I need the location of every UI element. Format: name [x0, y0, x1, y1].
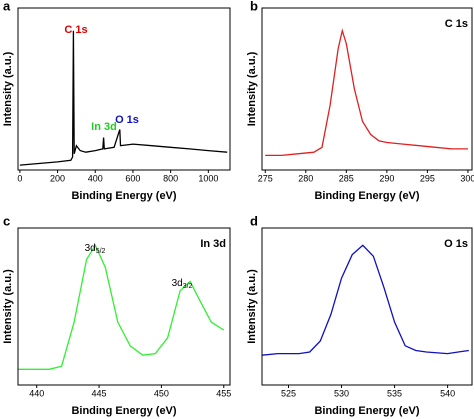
y-axis-label: Intensity (a.u.)	[2, 51, 14, 126]
plot-frame	[261, 227, 473, 386]
peak-annotation: 3d3/2	[172, 278, 193, 290]
x-tick-label: 290	[379, 173, 394, 183]
panel-title: C 1s	[445, 18, 468, 30]
annotation-main: 3d	[85, 243, 96, 254]
x-tick-label: 280	[298, 173, 313, 183]
x-tick-label: 450	[154, 388, 169, 398]
spectrum-line	[261, 244, 469, 356]
peak-annotation: O 1s	[115, 114, 139, 126]
spectrum-line	[18, 243, 225, 370]
y-axis-label: Intensity (a.u.)	[2, 269, 14, 344]
peak-annotation: C 1s	[64, 24, 87, 36]
plot-frame	[17, 227, 231, 386]
x-tick-label: 275	[258, 173, 273, 183]
x-axis-label: Binding Energy (eV)	[71, 405, 176, 417]
panel-title: O 1s	[444, 238, 468, 250]
x-tick-label: 440	[29, 388, 44, 398]
panel-letter: c	[3, 213, 10, 228]
panel-title: In 3d	[200, 238, 226, 250]
y-axis-label: Intensity (a.u.)	[246, 269, 258, 344]
x-tick-label: 800	[163, 173, 178, 183]
spectrum-line	[265, 28, 468, 157]
annotation-sub: 3/2	[183, 283, 193, 290]
x-axis-label: Binding Energy (eV)	[314, 190, 419, 202]
peak-annotation: In 3d	[91, 121, 117, 133]
x-tick-label: 540	[440, 388, 455, 398]
plot-frame	[261, 7, 473, 171]
x-tick-label: 600	[125, 173, 140, 183]
x-tick-label: 200	[50, 173, 65, 183]
x-tick-label: 300	[460, 173, 474, 183]
plot-frame	[17, 7, 231, 171]
peak-annotation: 3d5/2	[85, 243, 106, 255]
x-tick-label: 530	[334, 388, 349, 398]
x-tick-label: 285	[339, 173, 354, 183]
x-tick-label: 535	[387, 388, 402, 398]
y-axis-label: Intensity (a.u.)	[246, 51, 258, 126]
x-axis-label: Binding Energy (eV)	[314, 405, 419, 417]
x-tick-label: 445	[92, 388, 107, 398]
panel-letter: d	[250, 213, 258, 228]
x-tick-label: 0	[17, 173, 22, 183]
panel-letter: a	[3, 0, 11, 13]
x-tick-label: 525	[281, 388, 296, 398]
x-tick-label: 1000	[198, 173, 218, 183]
x-tick-label: 455	[216, 388, 231, 398]
x-tick-label: 295	[420, 173, 435, 183]
annotation-sub: 5/2	[96, 248, 106, 255]
x-tick-label: 400	[88, 173, 103, 183]
annotation-main: 3d	[172, 278, 183, 289]
x-axis-label: Binding Energy (eV)	[71, 190, 176, 202]
spectrum-line	[19, 30, 228, 166]
panel-letter: b	[250, 0, 258, 13]
